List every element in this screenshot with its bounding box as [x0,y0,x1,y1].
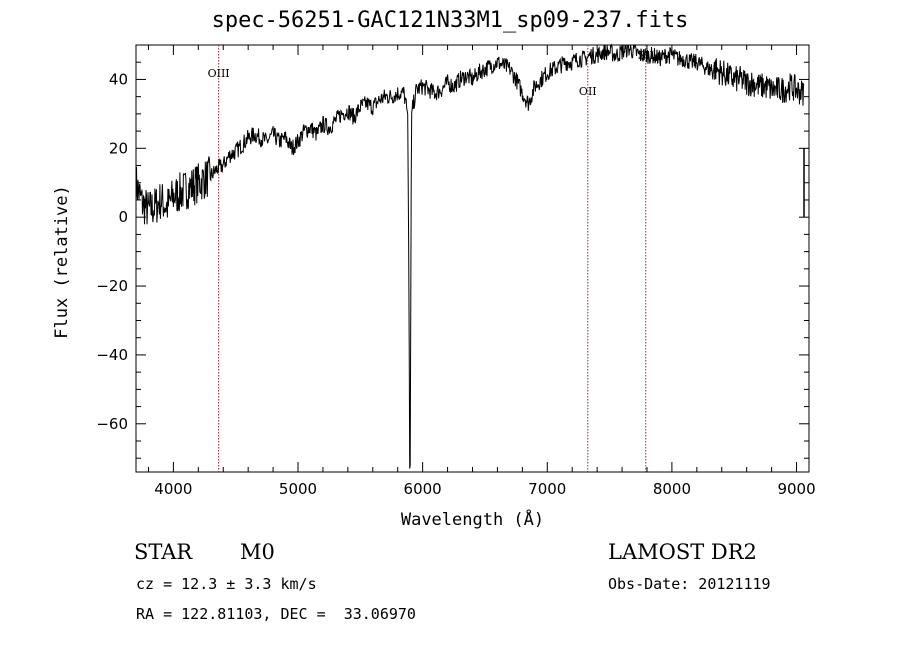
y-tick-label--20: −20 [96,277,128,295]
plot-frame [135,44,810,473]
line-marker-label-OII: OII [579,85,597,98]
x-tick-label-4000: 4000 [154,480,192,498]
redshift-text: cz = 12.3 ± 3.3 km/s [136,575,317,593]
coordinates-text: RA = 122.81103, DEC = 33.06970 [136,605,416,623]
x-axis-label: Wavelength (Å) [400,510,545,530]
object-class: STAR [134,540,193,564]
object-subclass: M0 [240,540,275,564]
y-tick-label-0: 0 [118,208,128,226]
x-tick-label-7000: 7000 [528,480,566,498]
x-tick-label-5000: 5000 [279,480,317,498]
chart-title: spec-56251-GAC121N33M1_sp09-237.fits [211,8,689,33]
survey-name: LAMOST DR2 [608,540,757,564]
x-tick-label-9000: 9000 [777,480,815,498]
spectrum-line [135,43,805,469]
y-tick-label--40: −40 [96,346,128,364]
x-tick-label-8000: 8000 [653,480,691,498]
y-tick-label--60: −60 [96,415,128,433]
x-tick-label-6000: 6000 [404,480,442,498]
y-axis-label: Flux (relative) [52,185,72,339]
y-tick-label-40: 40 [109,70,128,88]
line-marker-label-OIII: OIII [208,67,230,80]
y-tick-label-20: 20 [109,139,128,157]
obs-date-text: Obs-Date: 20121119 [608,575,771,593]
